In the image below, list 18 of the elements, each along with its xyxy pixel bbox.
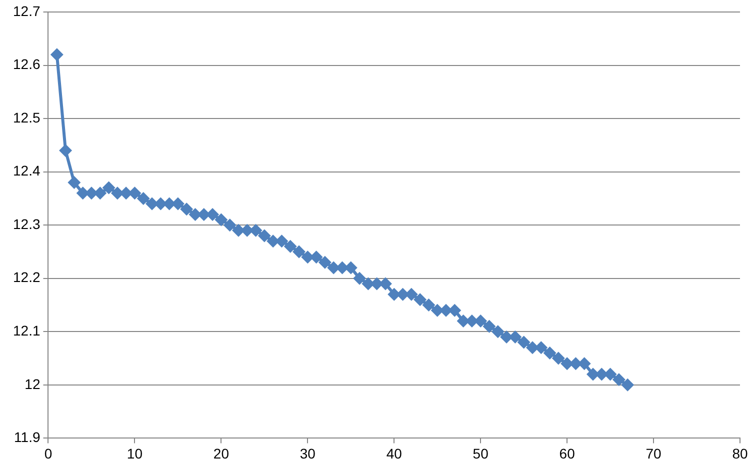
x-tick-label: 60	[559, 445, 576, 462]
y-tick-label: 12.6	[13, 56, 40, 72]
x-tick-label: 0	[44, 445, 52, 462]
x-tick-label: 50	[472, 445, 489, 462]
y-tick-label: 12.2	[13, 269, 40, 286]
x-tick-label: 40	[386, 445, 402, 462]
x-tick-label: 70	[646, 445, 662, 462]
y-tick-label: 12	[24, 376, 40, 392]
y-tick-label: 12.5	[13, 109, 40, 126]
y-tick-label: 12.4	[13, 162, 40, 179]
y-tick-label: 12.3	[13, 216, 40, 232]
y-tick-label: 11.9	[14, 429, 40, 446]
x-tick-label: 20	[213, 445, 230, 462]
y-tick-label: 12.1	[13, 322, 40, 339]
x-tick-label: 30	[300, 445, 316, 462]
x-tick-label: 10	[126, 445, 143, 462]
x-tick-label: 80	[732, 445, 748, 462]
y-tick-label: 12.7	[13, 2, 40, 19]
